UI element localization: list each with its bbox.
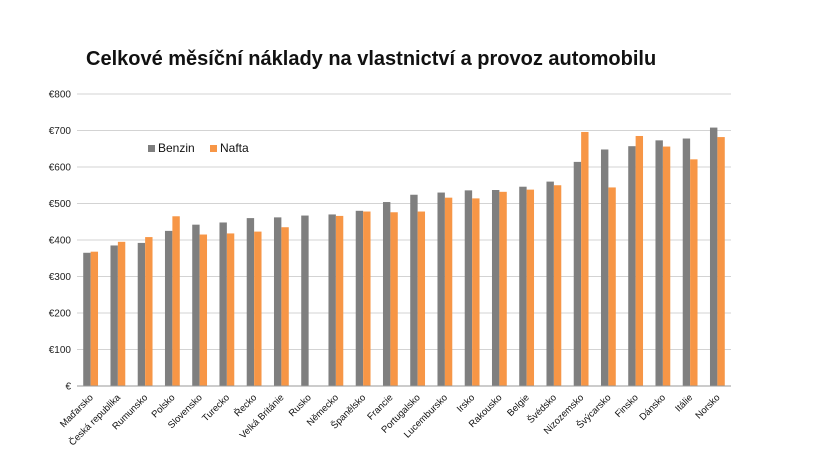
y-tick-label: €700 — [49, 126, 72, 137]
legend-swatch — [210, 145, 217, 152]
bar-nafta — [635, 135, 644, 386]
bar-nafta — [117, 241, 126, 386]
bar-nafta — [662, 146, 671, 386]
legend-label: Nafta — [220, 141, 249, 155]
bar-nafta — [499, 191, 507, 386]
x-tick-label: Finsko — [613, 392, 641, 420]
bar-benzin — [192, 224, 200, 386]
x-tick-label: Itálie — [673, 392, 695, 414]
bar-benzin — [437, 192, 445, 386]
bar-benzin — [464, 190, 473, 386]
legend: Benzin Nafta — [148, 141, 249, 155]
bar-nafta — [254, 231, 262, 386]
y-tick-label: €300 — [49, 272, 72, 283]
bar-nafta — [281, 227, 289, 386]
bar-benzin — [491, 190, 500, 386]
bar-benzin — [301, 215, 309, 386]
bar-benzin — [682, 138, 691, 386]
y-tick-label: €800 — [49, 90, 72, 101]
bar-nafta — [199, 234, 208, 386]
bar-nafta — [472, 198, 480, 386]
y-tick-label: €500 — [49, 199, 72, 210]
bar-nafta — [172, 216, 180, 386]
bar-nafta — [717, 137, 725, 386]
legend-swatch — [148, 145, 155, 152]
bar-nafta — [226, 233, 235, 386]
bar-nafta — [90, 251, 99, 386]
bar-benzin — [655, 140, 663, 386]
bar-benzin — [164, 230, 173, 387]
bar-benzin — [83, 252, 91, 386]
bar-benzin — [600, 149, 609, 386]
bar-nafta — [363, 211, 371, 386]
x-tick-label: Dánsko — [637, 392, 668, 423]
bar-benzin — [410, 194, 418, 386]
y-tick-label: €600 — [49, 163, 72, 174]
y-tick-label: €100 — [49, 345, 72, 356]
x-tick-label: Turecko — [200, 392, 232, 424]
bar-nafta — [335, 215, 344, 386]
bar-nafta — [417, 211, 426, 386]
legend-label: Benzin — [158, 141, 195, 155]
x-tick-label: Irsko — [455, 392, 477, 414]
y-tick-label: € — [65, 382, 71, 393]
x-tick-label: Norsko — [693, 392, 722, 421]
bar-nafta — [390, 212, 398, 386]
bar-benzin — [355, 210, 364, 386]
bar-benzin — [546, 181, 554, 386]
y-tick-label: €400 — [49, 236, 72, 247]
bar-benzin — [110, 245, 118, 386]
bar-nafta — [444, 197, 453, 386]
bar-nafta — [553, 185, 562, 386]
bar-benzin — [219, 222, 227, 386]
bar-benzin — [519, 186, 527, 386]
bar-benzin — [628, 146, 636, 386]
gridlines — [77, 93, 731, 350]
bar-benzin — [137, 242, 146, 386]
bar-benzin — [273, 217, 282, 386]
bar-benzin — [709, 127, 718, 386]
bar-nafta — [608, 187, 616, 386]
bar-nafta — [581, 131, 589, 386]
bar-nafta — [145, 237, 153, 386]
bars — [83, 127, 725, 387]
bar-benzin — [573, 161, 582, 386]
bar-nafta — [690, 159, 698, 386]
y-axis-ticks: € €100 €200 €300 €400 €500 €600 €700 €800 — [49, 90, 72, 393]
bar-benzin — [328, 214, 336, 386]
bar-nafta — [526, 189, 535, 386]
chart-title: Celkové měsíční náklady na vlastnictví a… — [86, 48, 656, 70]
bar-benzin — [382, 202, 391, 386]
bar-benzin — [246, 218, 255, 386]
y-tick-label: €200 — [49, 309, 72, 320]
